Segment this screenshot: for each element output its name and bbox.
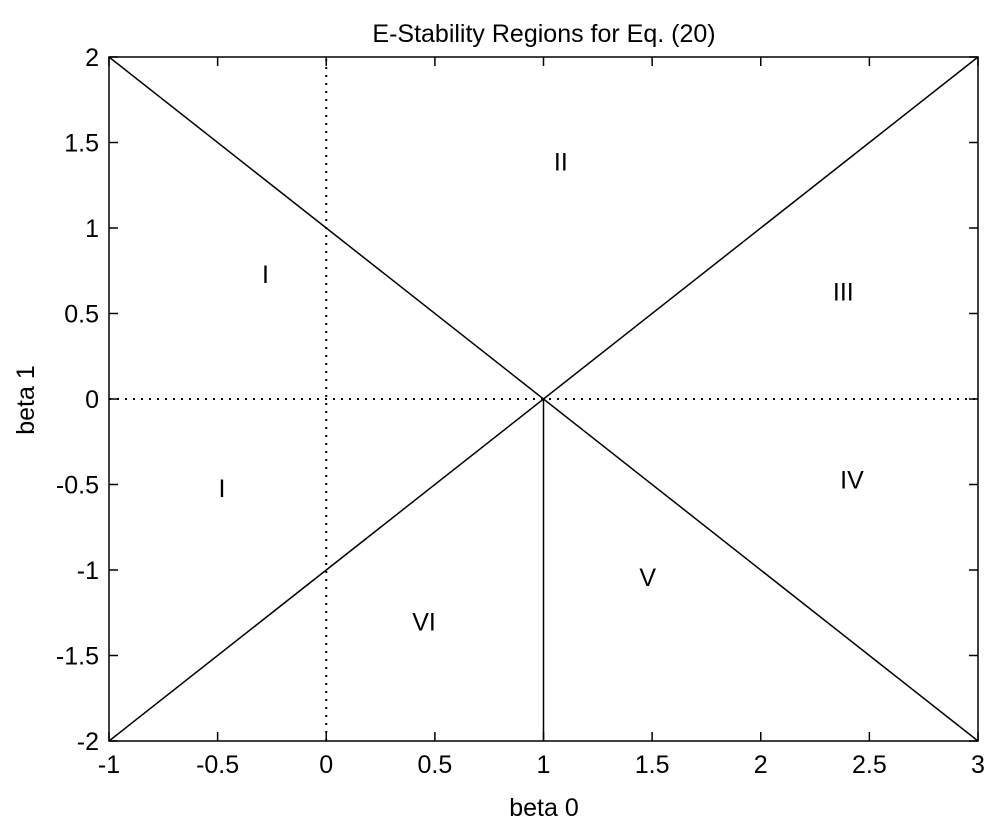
y-tick-label: -1: [77, 557, 99, 585]
region-label: V: [639, 564, 656, 592]
axis-ticks: -1 -0.5 0 0.5 1 1.5 2 2.5 3 -2 -1.5 -1 -0.5 0 0.5 1 1.5 2: [56, 44, 985, 779]
region-label: IV: [840, 466, 864, 494]
x-axis-label: beta 0: [509, 794, 579, 822]
chart-title: E-Stability Regions for Eq. (20): [372, 20, 715, 48]
y-axis-label: beta 1: [12, 365, 40, 435]
region-label: II: [554, 148, 568, 176]
y-tick-label: 1.5: [64, 130, 99, 158]
region-label: I: [218, 475, 225, 503]
x-tick-label: -0.5: [196, 751, 239, 779]
region-label: III: [833, 278, 854, 306]
plot-area: [108, 56, 979, 742]
x-tick-label: 1.5: [635, 751, 670, 779]
y-tick-label: 1: [85, 215, 99, 243]
y-tick-label: -1.5: [56, 643, 99, 671]
y-tick-label: -0.5: [56, 472, 99, 500]
x-tick-label: 0.5: [417, 751, 452, 779]
x-tick-label: 2.5: [852, 751, 887, 779]
region-label: VI: [412, 608, 436, 636]
region-label: I: [262, 261, 269, 289]
x-tick-label: 0: [319, 751, 333, 779]
y-tick-label: 0: [85, 386, 99, 414]
x-tick-label: -1: [98, 751, 120, 779]
y-tick-label: 0.5: [64, 301, 99, 329]
x-tick-label: 3: [971, 751, 985, 779]
x-tick-label: 1: [537, 751, 551, 779]
y-tick-label: -2: [77, 728, 99, 756]
x-tick-label: 2: [754, 751, 768, 779]
y-tick-label: 2: [85, 44, 99, 72]
